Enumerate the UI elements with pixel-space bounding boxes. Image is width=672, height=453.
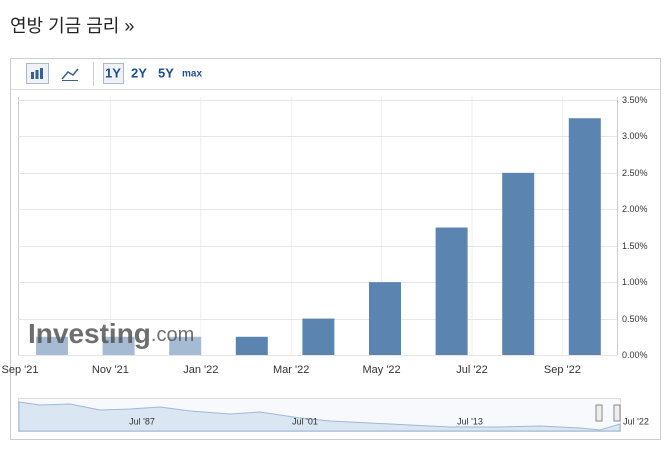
navigator-label: Jul '87 (129, 416, 155, 426)
navigator-label: Jul '22 (623, 416, 649, 426)
range-button[interactable]: 5Y (158, 65, 174, 80)
y-tick-label: 2.50% (622, 168, 648, 178)
y-tick-label: 0.50% (622, 314, 648, 324)
watermark: Investing.com (28, 318, 194, 349)
bar (435, 227, 468, 355)
watermark-brand: Investing (28, 318, 151, 349)
x-tick-label: Mar '22 (273, 364, 309, 376)
navigator-label: Jul '13 (457, 416, 483, 426)
bar (302, 318, 335, 355)
watermark-fade (20, 320, 205, 355)
bar (568, 118, 601, 355)
x-tick-label: May '22 (363, 364, 401, 376)
range-selected (103, 63, 124, 84)
range-button[interactable]: 1Y (105, 65, 121, 80)
bar (369, 282, 401, 355)
bar (36, 336, 68, 355)
bar (502, 172, 535, 355)
watermark-suffix: .com (151, 324, 194, 346)
range-button[interactable]: 2Y (131, 65, 147, 80)
bar (235, 336, 268, 355)
y-tick-label: 3.50% (622, 95, 648, 105)
page-title: 연방 기금 금리 » (10, 16, 134, 36)
icon (40, 68, 43, 79)
icon (35, 70, 39, 79)
x-tick-label: Jan '22 (183, 364, 218, 376)
icon (31, 72, 34, 79)
y-tick-label: 1.00% (622, 277, 648, 287)
x-tick-label: Nov '21 (92, 364, 129, 376)
y-tick-label: 0.00% (622, 350, 648, 360)
bar (102, 336, 135, 355)
x-tick-label: Sep '22 (544, 364, 581, 376)
range-button[interactable]: max (182, 69, 202, 80)
chart-panel (10, 58, 661, 440)
navigator-label: Jul '01 (292, 416, 318, 426)
y-tick-label: 2.00% (622, 204, 648, 214)
navigator-handle[interactable] (613, 404, 621, 422)
x-tick-label: Jul '22 (456, 364, 487, 376)
bar (169, 336, 202, 355)
line-chart-button[interactable] (61, 68, 79, 80)
x-tick-label: Sep '21 (2, 364, 39, 376)
y-tick-label: 1.50% (622, 241, 648, 251)
navigator-handle[interactable] (595, 404, 603, 422)
navigator-area (18, 401, 621, 432)
y-tick-label: 3.00% (622, 131, 648, 141)
